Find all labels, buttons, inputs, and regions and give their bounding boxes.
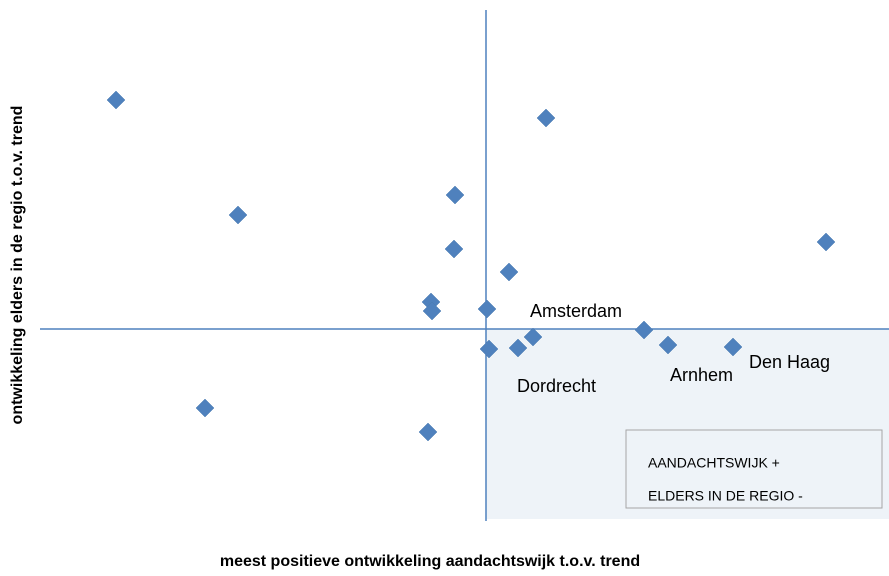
point bbox=[106, 90, 126, 110]
quadrant-note-text: ELDERS IN DE REGIO - bbox=[648, 488, 803, 504]
point bbox=[228, 205, 248, 225]
annotation: Arnhem bbox=[670, 365, 733, 385]
point bbox=[418, 422, 438, 442]
point bbox=[477, 299, 497, 319]
quadrant-note-box bbox=[625, 429, 883, 509]
x-axis-title: meest positieve ontwikkeling aandachtswi… bbox=[220, 553, 640, 570]
point bbox=[658, 335, 678, 355]
point bbox=[445, 185, 465, 205]
point bbox=[499, 262, 519, 282]
point bbox=[422, 301, 442, 321]
point bbox=[723, 337, 743, 357]
point bbox=[479, 339, 499, 359]
point bbox=[523, 327, 543, 347]
point bbox=[444, 239, 464, 259]
annotation: Dordrecht bbox=[517, 376, 596, 396]
point bbox=[536, 108, 556, 128]
point bbox=[634, 320, 654, 340]
point bbox=[816, 232, 836, 252]
point bbox=[195, 398, 215, 418]
y-axis-title: ontwikkeling elders in de regio t.o.v. t… bbox=[9, 106, 26, 425]
annotation: Amsterdam bbox=[530, 301, 622, 321]
quadrant-note-text: AANDACHTSWIJK + bbox=[648, 455, 780, 471]
point bbox=[508, 338, 528, 358]
annotation: Den Haag bbox=[749, 352, 830, 372]
